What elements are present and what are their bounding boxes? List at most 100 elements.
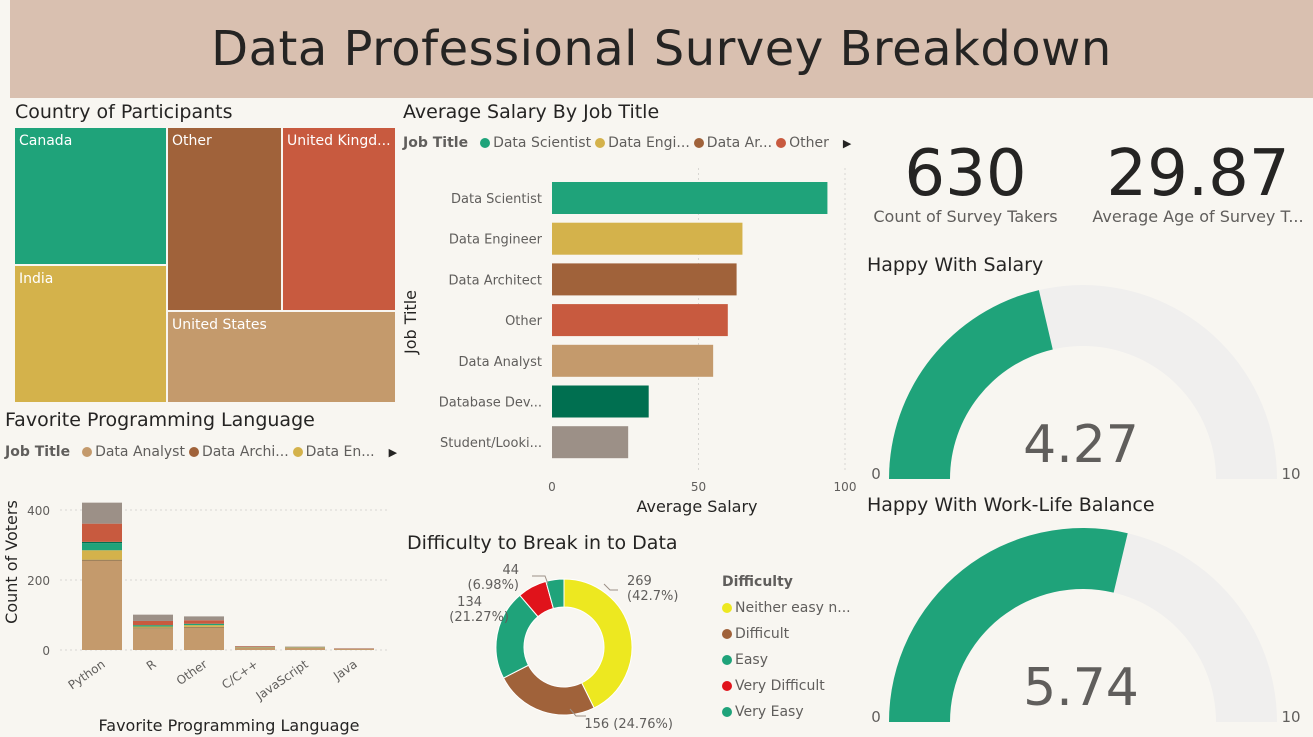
treemap-label: Other bbox=[172, 133, 212, 149]
legend-dot-icon bbox=[480, 138, 491, 148]
gauge-fill bbox=[889, 528, 1128, 722]
worklife-gauge: 5.74 0 10 bbox=[871, 528, 1301, 726]
language-chart-title: Favorite Programming Language bbox=[5, 409, 315, 431]
legend-item[interactable]: Data Scientist bbox=[493, 135, 592, 151]
legend-item: Easy bbox=[735, 652, 769, 668]
language-y-tick: 0 bbox=[42, 644, 50, 658]
salary-x-tick: 100 bbox=[834, 480, 857, 494]
treemap-label: India bbox=[19, 271, 54, 287]
donut-label-percent: (6.98%) bbox=[468, 578, 519, 593]
legend-item[interactable]: Other bbox=[789, 135, 829, 151]
legend-row[interactable]: Neither easy n... bbox=[722, 595, 851, 621]
language-bar-segment bbox=[235, 647, 275, 650]
treemap-cell-canada[interactable]: Canada bbox=[14, 127, 167, 265]
legend-next-arrow-icon[interactable]: ▶ bbox=[842, 136, 852, 150]
language-bar-segment bbox=[82, 559, 122, 561]
legend-item[interactable]: Data Engi... bbox=[608, 135, 690, 151]
legend-next-arrow-icon[interactable]: ▶ bbox=[388, 445, 398, 459]
treemap-label: United Kingd... bbox=[287, 133, 391, 149]
language-bar-segment bbox=[184, 627, 224, 650]
donut-label-percent: (42.7%) bbox=[627, 589, 678, 604]
leader-line bbox=[603, 583, 618, 591]
language-bar-segment bbox=[133, 620, 173, 626]
country-treemap: Canada India Other United Kingd... Unite… bbox=[14, 127, 396, 403]
language-x-tick: C/C++ bbox=[219, 657, 261, 692]
legend-title: Difficulty bbox=[722, 574, 793, 590]
legend-dot-icon bbox=[292, 447, 303, 457]
donut-slice bbox=[545, 578, 565, 610]
donut-label-value: 269 bbox=[627, 574, 652, 589]
language-bar-segment bbox=[133, 614, 173, 621]
legend-row[interactable]: Very Easy bbox=[722, 699, 851, 725]
language-bar-segment bbox=[82, 550, 122, 560]
legend-dot-icon bbox=[722, 603, 732, 613]
language-bar-segment bbox=[285, 647, 325, 650]
donut-slice bbox=[563, 578, 633, 709]
salary-bar bbox=[552, 182, 828, 214]
legend-item[interactable]: Data Analyst bbox=[95, 444, 185, 460]
legend-item: Neither easy n... bbox=[735, 600, 851, 616]
treemap-cell-other[interactable]: Other bbox=[167, 127, 282, 311]
donut-label-value: 134 bbox=[457, 595, 482, 610]
gauge-value: 5.74 bbox=[1023, 658, 1139, 718]
language-bar-segment bbox=[82, 541, 122, 544]
salary-bar-chart: Data Scientist Data Engineer Data Architec… bbox=[401, 168, 857, 516]
salary-bar bbox=[552, 222, 743, 255]
salary-bar bbox=[552, 304, 728, 337]
treemap-label: Canada bbox=[19, 133, 73, 149]
gauge-min-label: 0 bbox=[871, 708, 881, 726]
legend-dot-icon bbox=[722, 707, 732, 717]
gauge-min-label: 0 bbox=[871, 465, 881, 483]
language-bar-segment bbox=[184, 623, 224, 626]
legend-dot-icon bbox=[693, 138, 704, 148]
treemap-cell-india[interactable]: India bbox=[14, 265, 167, 403]
worklife-gauge-title: Happy With Work-Life Balance bbox=[867, 494, 1155, 516]
leader-line bbox=[569, 708, 586, 717]
treemap-cell-united-states[interactable]: United States bbox=[167, 311, 396, 403]
salary-x-tick: 50 bbox=[691, 480, 706, 494]
salary-x-tick: 0 bbox=[548, 480, 556, 494]
legend-item[interactable]: Data Ar... bbox=[706, 135, 773, 151]
language-x-tick: Java bbox=[330, 657, 360, 684]
leader-line bbox=[532, 575, 549, 585]
language-bar-segment bbox=[235, 646, 275, 648]
language-bar-segment bbox=[82, 502, 122, 524]
legend-row[interactable]: Difficult bbox=[722, 621, 851, 647]
country-chart-title: Country of Participants bbox=[15, 101, 233, 123]
salary-bar bbox=[552, 426, 629, 459]
language-bar-segment bbox=[334, 648, 374, 650]
gauge-max-label: 10 bbox=[1281, 708, 1300, 726]
salary-category-label: Database Dev... bbox=[439, 396, 542, 411]
count-kpi-label: Count of Survey Takers bbox=[873, 207, 1058, 226]
language-bar-segment bbox=[184, 625, 224, 627]
legend-dot-icon bbox=[595, 138, 606, 148]
salary-gauge-title: Happy With Salary bbox=[867, 254, 1044, 276]
legend-item[interactable]: Data En... bbox=[305, 444, 375, 460]
treemap-cell-united-kingdom[interactable]: United Kingd... bbox=[282, 127, 396, 311]
dashboard-title: Data Professional Survey Breakdown bbox=[10, 0, 1313, 98]
legend-dot-icon bbox=[82, 447, 93, 457]
language-bar-segment bbox=[184, 616, 224, 621]
salary-bar bbox=[552, 344, 714, 377]
salary-bar bbox=[552, 263, 737, 296]
age-kpi-label: Average Age of Survey T... bbox=[1092, 207, 1304, 226]
salary-y-axis-title: Job Title bbox=[401, 290, 420, 355]
legend-row[interactable]: Easy bbox=[722, 647, 851, 673]
language-x-tick: R bbox=[144, 657, 159, 673]
legend-row[interactable]: Very Difficult bbox=[722, 673, 851, 699]
legend-dot-icon bbox=[722, 655, 732, 665]
difficulty-legend: Difficulty Neither easy n... Difficult E… bbox=[722, 574, 851, 725]
language-bar-segment bbox=[82, 523, 122, 542]
legend-item: Difficult bbox=[735, 626, 790, 642]
language-x-tick: Python bbox=[66, 657, 108, 692]
treemap-label: United States bbox=[172, 317, 267, 333]
difficulty-donut-chart: 269 (42.7%) 156 (24.76%) 134 (21.27%) 44… bbox=[449, 563, 678, 732]
salary-bar bbox=[552, 385, 649, 418]
salary-category-label: Other bbox=[505, 314, 543, 329]
language-x-axis-title: Favorite Programming Language bbox=[99, 716, 360, 735]
language-bar-segment bbox=[184, 620, 224, 624]
donut-label-percent: (21.27%) bbox=[449, 610, 509, 625]
legend-item[interactable]: Data Archi... bbox=[201, 444, 289, 460]
salary-gauge: 4.27 0 10 bbox=[871, 285, 1301, 483]
gauge-fill bbox=[889, 290, 1053, 479]
